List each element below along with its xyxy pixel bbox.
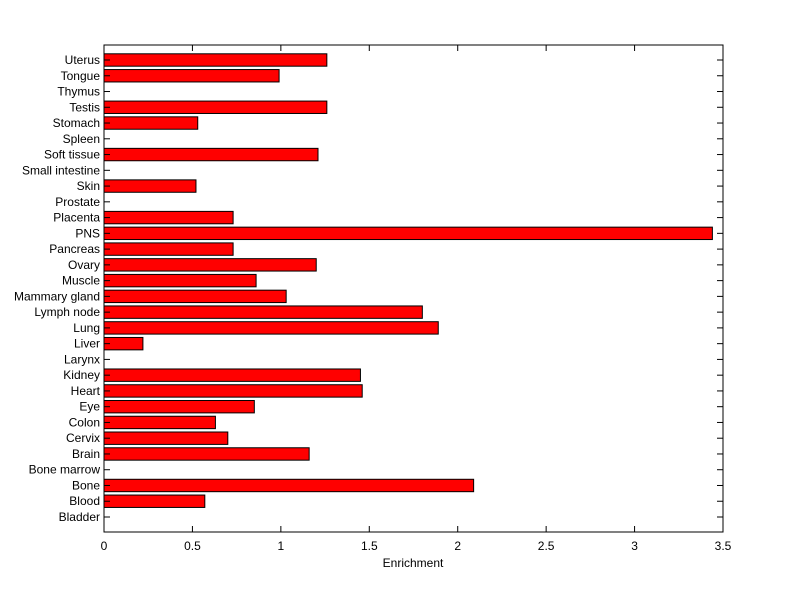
- x-tick-label: 0.5: [184, 539, 201, 553]
- x-tick-label: 2.5: [538, 539, 555, 553]
- bar-colon: [103, 415, 216, 430]
- y-tick-label: Heart: [71, 384, 101, 398]
- y-tick-label: Thymus: [57, 85, 100, 99]
- bar-soft-tissue: [103, 147, 319, 162]
- bar-muscle: [103, 273, 257, 288]
- x-tick-label: 2: [454, 539, 461, 553]
- bar-stomach: [103, 116, 199, 130]
- bar-placenta: [103, 210, 234, 225]
- y-tick-label: Liver: [74, 337, 100, 351]
- y-tick-label: Mammary gland: [14, 289, 100, 303]
- bar-skin: [103, 179, 197, 193]
- y-tick-label: Kidney: [63, 368, 100, 382]
- y-tick-label: Blood: [69, 494, 100, 508]
- bar-lung: [103, 321, 439, 335]
- y-tick-label: Lung: [73, 321, 100, 335]
- plot-area-frame: [103, 44, 724, 533]
- bar-blood: [103, 494, 206, 508]
- y-tick-label: Brain: [72, 447, 100, 461]
- x-tick-label: 1.5: [361, 539, 378, 553]
- y-tick-label: Skin: [77, 179, 100, 193]
- y-tick-label: Testis: [69, 100, 100, 114]
- y-tick-label: Placenta: [53, 211, 100, 225]
- y-tick-label: Ovary: [68, 258, 100, 272]
- x-tick-label: 3.5: [715, 539, 732, 553]
- bar-bone: [103, 478, 475, 493]
- y-tick-label: Soft tissue: [44, 148, 100, 162]
- y-tick-label: Prostate: [55, 195, 100, 209]
- x-tick-label: 3: [631, 539, 638, 553]
- y-tick-label: Tongue: [61, 69, 101, 83]
- bar-tongue: [103, 69, 280, 83]
- y-tick-label: Lymph node: [34, 305, 100, 319]
- bar-eye: [103, 399, 255, 414]
- y-tick-label: Cervix: [66, 431, 100, 445]
- bar-cervix: [103, 431, 229, 445]
- bar-heart: [103, 384, 363, 398]
- bar-pancreas: [103, 242, 234, 256]
- bar-lymph-node: [103, 305, 423, 319]
- y-tick-label: Pancreas: [49, 242, 100, 256]
- y-tick-label: Bone marrow: [29, 463, 101, 477]
- y-tick-label: Bladder: [59, 510, 100, 524]
- y-tick-label: PNS: [75, 226, 100, 240]
- x-tick-label: 0: [101, 539, 108, 553]
- bar-kidney: [103, 368, 361, 382]
- y-tick-label: Spleen: [63, 132, 100, 146]
- bar-pns: [103, 226, 713, 241]
- y-tick-label: Small intestine: [22, 163, 100, 177]
- bar-brain: [103, 447, 310, 461]
- bar-ovary: [103, 258, 317, 272]
- bar-mammary-gland: [103, 289, 287, 304]
- y-tick-label: Larynx: [64, 352, 100, 366]
- x-axis-label: Enrichment: [383, 556, 444, 570]
- x-tick-label: 1: [278, 539, 285, 553]
- y-tick-label: Stomach: [53, 116, 100, 130]
- bar-testis: [103, 100, 328, 114]
- ticks-group: [103, 45, 724, 532]
- bar-uterus: [103, 53, 328, 67]
- y-tick-label: Colon: [69, 415, 100, 429]
- y-tick-label: Muscle: [62, 274, 100, 288]
- y-tick-label: Bone: [72, 478, 100, 492]
- y-tick-label: Uterus: [65, 53, 100, 67]
- y-tick-label: Eye: [79, 400, 100, 414]
